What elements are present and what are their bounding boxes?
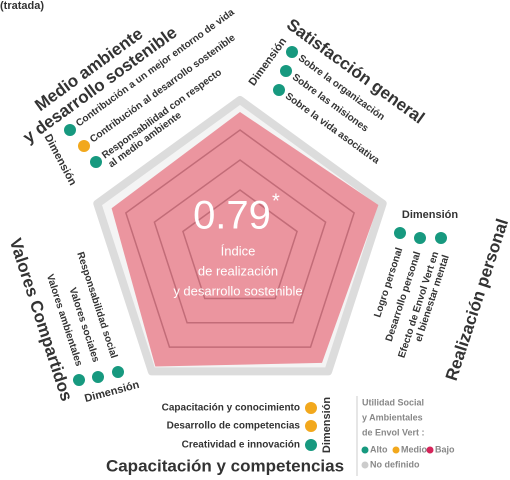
legend-label: Medio — [401, 444, 428, 454]
score-label: Índice — [221, 243, 256, 258]
legend-title: de Envol Vert : — [362, 427, 425, 437]
status-dot — [273, 84, 285, 96]
dimension-title: Capacitación y competencias — [106, 456, 344, 475]
status-dot — [73, 374, 85, 386]
score: 0.79 — [193, 194, 271, 238]
item: Capacitación y conocimiento — [162, 403, 300, 414]
status-dot — [280, 65, 292, 77]
status-dot — [305, 439, 317, 451]
dimension-label-text: Dimensión — [42, 132, 79, 188]
status-dot — [414, 232, 426, 244]
asterisk: * — [272, 190, 280, 212]
status-dot — [305, 420, 317, 432]
score-label: y desarrollo sostenible — [173, 283, 302, 298]
dimension-label: Dimensión — [402, 209, 459, 221]
status-dot — [90, 156, 102, 168]
legend-label: No definido — [370, 459, 420, 469]
status-dot — [305, 402, 317, 414]
ring — [182, 189, 298, 300]
dimension-label: Dimensión — [83, 379, 141, 405]
legend-title: Utilidad Social — [362, 397, 424, 407]
status-dot — [435, 232, 447, 244]
item-label: Desarrollo de competencias — [167, 421, 301, 432]
status-dot — [286, 46, 298, 58]
item: Creatividad e innovación — [182, 440, 300, 451]
ring — [124, 129, 356, 348]
dimension-label: Dimensión — [247, 35, 290, 88]
legend-dot — [426, 446, 434, 454]
legend-title: y Ambientales — [362, 412, 423, 422]
header-fragment: (tratada) — [0, 0, 44, 12]
legend-label: Alto — [370, 444, 388, 454]
item: Desarrollo de competencias — [167, 421, 301, 432]
dimension-label-text: Dimensión — [247, 35, 290, 88]
score-label: de realización — [198, 263, 278, 278]
legend-dot — [361, 461, 369, 469]
legend-label: Bajo — [435, 444, 455, 454]
status-dot — [92, 371, 104, 383]
dimension-title-line: Realización personal — [442, 216, 510, 383]
dimension-label-text: Dimensión — [83, 379, 141, 405]
legend-dot — [392, 446, 400, 454]
dimension-label: Dimensión — [321, 397, 333, 454]
dimension-label: Dimensión — [42, 132, 79, 188]
status-dot — [394, 227, 406, 239]
status-dot — [78, 140, 90, 152]
status-dot — [64, 124, 76, 136]
dimension-label-text: Dimensión — [402, 209, 459, 221]
item-label: Creatividad e innovación — [182, 440, 300, 451]
dimension-label-text: Dimensión — [321, 397, 333, 454]
legend-dot — [361, 446, 369, 454]
ring — [153, 159, 327, 324]
status-dot — [112, 366, 124, 378]
dimension-title-line: Capacitación y competencias — [106, 456, 344, 475]
dimension-title: Realización personal — [442, 216, 510, 383]
item-label: Capacitación y conocimiento — [162, 403, 300, 414]
